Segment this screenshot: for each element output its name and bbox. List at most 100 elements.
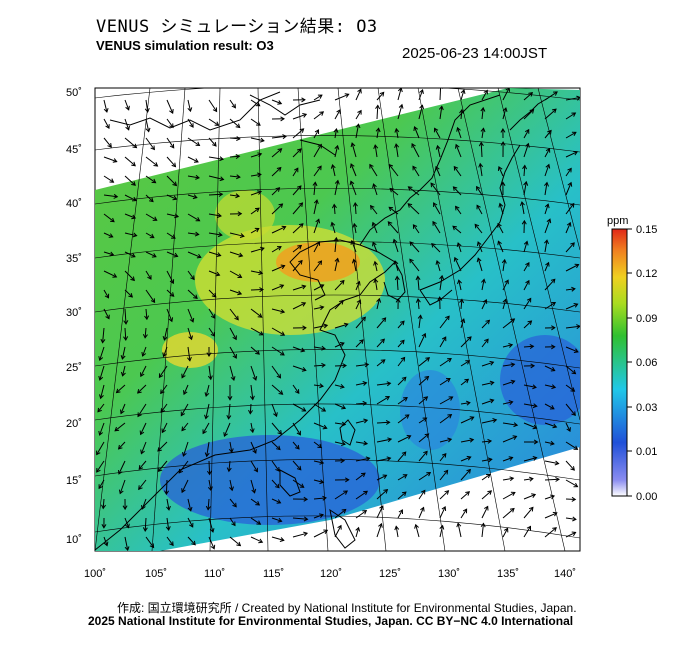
wind-arrow-head: [394, 275, 400, 281]
wind-arrow: [376, 382, 391, 386]
wind-arrow: [271, 284, 284, 291]
wind-arrow: [137, 403, 147, 417]
wind-arrow-head: [372, 183, 377, 189]
wind-arrow: [313, 260, 322, 272]
wind-arrow-head: [480, 522, 486, 528]
wind-arrow-head: [571, 496, 577, 502]
wind-arrow: [118, 441, 126, 450]
wind-arrow: [355, 382, 367, 386]
wind-arrow: [418, 417, 427, 424]
wind-arrow-head: [194, 231, 200, 237]
wind-arrow-head: [151, 178, 157, 184]
wind-arrow-head: [484, 505, 489, 511]
wind-arrow-head: [147, 275, 152, 280]
wind-arrow-head: [297, 244, 303, 250]
wind-arrow-head: [483, 89, 488, 95]
wind-arrow: [481, 506, 489, 519]
ozone-mid-zone: [215, 190, 275, 240]
wind-arrow: [334, 237, 337, 253]
wind-arrow: [313, 94, 323, 101]
wind-arrow-head: [204, 414, 209, 420]
wind-arrow-head: [141, 505, 146, 510]
wind-arrow-head: [551, 384, 557, 390]
wind-arrow-head: [350, 163, 355, 169]
wind-arrow: [313, 324, 328, 329]
wind-arrow: [250, 228, 260, 234]
wind-arrow-head: [334, 179, 340, 185]
wind-arrow: [292, 346, 305, 352]
wind-arrow-head: [301, 407, 307, 412]
wind-arrow: [334, 109, 341, 120]
wind-arrow: [355, 441, 368, 445]
wind-arrow-head: [170, 234, 176, 239]
wind-arrow-head: [438, 105, 444, 111]
wind-arrow-head: [298, 259, 303, 265]
wind-arrow: [439, 525, 444, 538]
wind-arrow: [393, 239, 399, 253]
wind-arrow-head: [433, 127, 439, 133]
wind-arrow: [460, 336, 472, 348]
wind-arrow: [334, 300, 344, 310]
wind-arrow-head: [236, 541, 242, 547]
wind-arrow: [437, 145, 441, 158]
wind-arrow-head: [409, 241, 415, 247]
wind-arrow: [180, 403, 189, 416]
wind-arrow: [502, 380, 515, 386]
wind-arrow-head: [439, 524, 445, 530]
wind-arrow: [124, 175, 136, 186]
wind-arrow: [502, 491, 516, 500]
wind-arrow: [250, 289, 264, 291]
lat-label: 10˚: [66, 534, 82, 546]
wind-arrow-head: [508, 343, 514, 348]
wind-arrow-head: [276, 166, 282, 172]
wind-arrow-head: [431, 243, 436, 248]
wind-arrow: [502, 363, 515, 367]
wind-arrow-head: [202, 429, 207, 435]
wind-arrow: [502, 508, 515, 519]
wind-arrow: [355, 472, 366, 481]
timestamp: 2025-06-23 14:00JST: [402, 45, 548, 62]
colorbar-tick: 0.03: [636, 402, 657, 414]
wind-arrow: [334, 384, 345, 388]
wind-arrow-head: [278, 203, 284, 208]
wind-arrow-head: [383, 488, 389, 494]
wind-arrow: [412, 224, 420, 234]
wind-arrow: [477, 241, 483, 253]
wind-arrow-head: [452, 186, 458, 191]
wind-arrow-head: [125, 105, 130, 111]
wind-arrow-head: [532, 456, 538, 461]
wind-arrow: [96, 460, 105, 473]
wind-arrow: [418, 333, 426, 348]
wind-arrow: [187, 536, 196, 546]
wind-arrow-head: [211, 292, 217, 298]
wind-arrow: [181, 479, 189, 493]
wind-arrow-head: [400, 320, 405, 326]
wind-arrow: [313, 284, 324, 291]
wind-arrow-head: [500, 181, 506, 186]
wind-arrow: [166, 118, 174, 128]
wind-arrow-head: [178, 468, 184, 474]
wind-arrow: [523, 129, 530, 139]
wind-arrow: [369, 164, 378, 177]
wind-arrow-head: [417, 314, 423, 320]
wind-arrow: [229, 441, 233, 453]
wind-arrow-head: [482, 299, 488, 304]
wind-arrow-head: [447, 414, 453, 419]
wind-arrow-head: [525, 142, 530, 148]
wind-arrow-head: [169, 123, 174, 129]
wind-arrow: [453, 186, 462, 196]
wind-arrow-head: [339, 342, 345, 347]
ozone-high-zone-south: [162, 332, 218, 368]
wind-arrow: [418, 472, 431, 481]
wind-arrow: [208, 365, 212, 380]
wind-arrow-head: [137, 388, 142, 394]
wind-arrow: [395, 144, 399, 158]
wind-arrow: [137, 384, 147, 394]
wind-arrow-head: [132, 143, 138, 149]
wind-arrow: [523, 457, 537, 462]
wind-arrow-head: [277, 246, 282, 251]
wind-arrow-head: [227, 395, 233, 401]
wind-arrow-head: [453, 165, 459, 171]
wind-arrow-head: [114, 426, 120, 432]
wind-arrow-head: [319, 305, 325, 311]
